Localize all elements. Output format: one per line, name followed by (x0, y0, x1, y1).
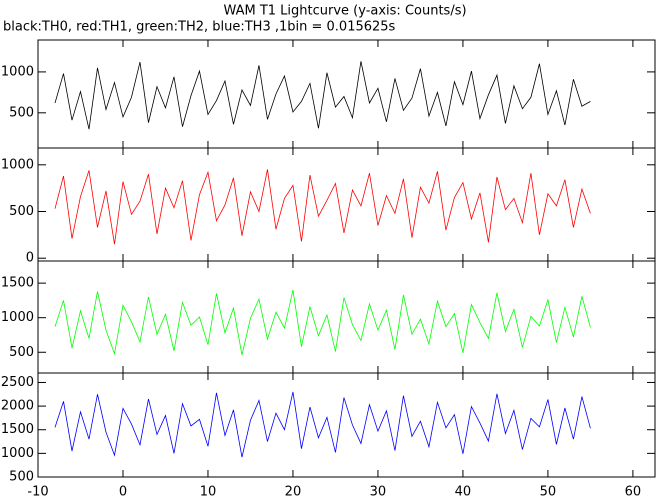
y-tick-label: 500 (9, 105, 34, 120)
series-line (54, 61, 591, 130)
y-tick-label: 1000 (1, 446, 34, 461)
chart-title: WAM T1 Lightcurve (y-axis: Counts/s) (223, 4, 466, 19)
chart-subtitle: black:TH0, red:TH1, green:TH2, blue:TH3 … (3, 20, 396, 35)
x-tick-label: 40 (455, 485, 472, 500)
y-tick-label: 1000 (1, 157, 34, 172)
series-line (54, 391, 591, 458)
x-tick-label: 20 (285, 485, 302, 500)
y-tick-label: 2000 (1, 399, 34, 414)
y-tick-label: 1500 (1, 276, 34, 291)
series-line (54, 169, 591, 245)
y-tick-label: 500 (9, 470, 34, 485)
panel-frame (37, 147, 656, 262)
y-tick-label: 1000 (1, 310, 34, 325)
y-tick-label: 1000 (1, 64, 34, 79)
x-tick-label: 0 (119, 485, 127, 500)
y-tick-label: 500 (9, 204, 34, 219)
y-tick-label: 500 (9, 345, 34, 360)
y-tick-label: 1500 (1, 422, 34, 437)
y-tick-label: 0 (26, 251, 34, 266)
x-tick-label: 30 (370, 485, 387, 500)
series-line (54, 289, 591, 356)
x-tick-label: -10 (27, 485, 48, 500)
panel-frame (37, 39, 656, 149)
x-tick-label: 50 (540, 485, 557, 500)
y-tick-label: 2500 (1, 375, 34, 390)
x-tick-label: 10 (200, 485, 217, 500)
x-tick-label: 60 (625, 485, 642, 500)
panel-frame (37, 372, 656, 478)
